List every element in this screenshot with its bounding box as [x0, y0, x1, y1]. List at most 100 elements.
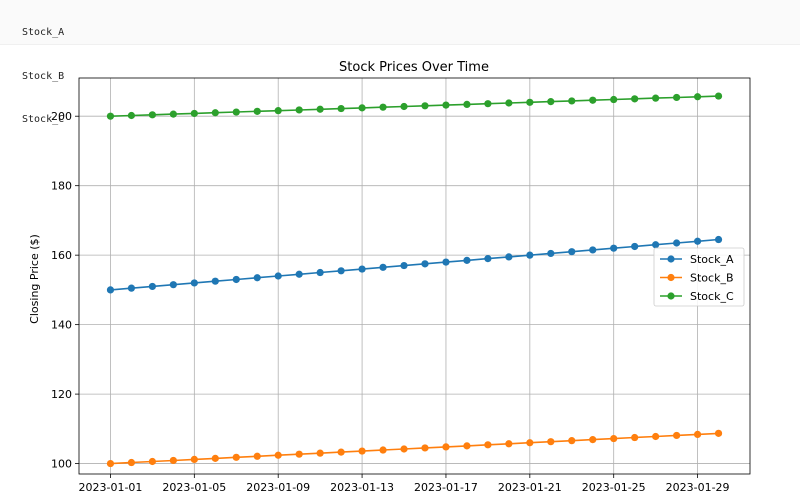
data-point [589, 96, 597, 104]
data-point [673, 93, 681, 102]
data-point [379, 446, 387, 454]
data-point [631, 242, 639, 251]
data-point [631, 95, 639, 103]
data-point [274, 272, 282, 280]
data-point [714, 235, 723, 244]
data-point [568, 248, 576, 256]
data-point [526, 251, 534, 259]
data-point [693, 93, 702, 101]
data-point [547, 249, 555, 258]
x-tick-label: 2023-01-13 [330, 481, 394, 494]
data-point [400, 445, 408, 453]
data-point [547, 438, 555, 446]
data-point [295, 450, 303, 458]
y-tick-label: 100 [51, 458, 72, 471]
data-point [190, 455, 198, 464]
series-line [110, 432, 719, 465]
y-tick-label: 160 [51, 249, 72, 262]
data-point [106, 459, 115, 468]
data-point [673, 239, 681, 247]
data-point [693, 430, 702, 438]
data-point [652, 94, 660, 102]
legend: Stock_A Stock_B Stock_C [653, 247, 745, 307]
x-tick-label: 2023-01-17 [414, 481, 478, 494]
data-point [693, 237, 702, 245]
legend-box [653, 247, 745, 307]
data-point [610, 434, 618, 443]
series-line [110, 238, 719, 291]
series-stock-b [106, 429, 723, 468]
x-tick-label: 2023-01-25 [582, 481, 646, 494]
y-axis-label: Closing Price ($) [28, 234, 41, 324]
ticks: 100 120 140 160 180 200 2023-01-01 2023-01-05 20… [51, 110, 730, 494]
data-point [379, 263, 387, 271]
data-point [505, 99, 513, 107]
x-tick-label: 2023-01-21 [498, 481, 562, 494]
series-stock-c [106, 92, 723, 120]
chart-title: Stock Prices Over Time [339, 60, 489, 75]
data-point [253, 452, 261, 460]
data-point [610, 244, 618, 252]
y-tick-label: 180 [51, 180, 72, 193]
data-point [337, 104, 345, 113]
legend-label: Stock_C [690, 290, 734, 303]
data-point [400, 102, 408, 111]
data-point [421, 102, 429, 110]
data-point [421, 260, 429, 268]
data-point [526, 98, 534, 106]
data-point [295, 270, 303, 278]
data-point [127, 458, 136, 467]
x-tick-label: 2023-01-09 [246, 481, 310, 494]
data-point [274, 107, 282, 115]
data-point [547, 98, 555, 106]
data-point [253, 107, 261, 115]
series-line [110, 95, 719, 117]
data-point [484, 255, 492, 263]
legend-marker [667, 292, 675, 300]
data-point [169, 456, 177, 465]
data-point [463, 256, 471, 264]
data-point [169, 110, 177, 118]
data-point [190, 109, 198, 118]
output-line: Stock_A [22, 27, 65, 38]
data-point [274, 451, 282, 459]
data-point [358, 265, 366, 273]
data-point [316, 268, 324, 277]
data-point [148, 457, 156, 466]
data-point [337, 448, 345, 456]
data-point [295, 106, 303, 114]
data-point [484, 100, 492, 108]
data-point [127, 111, 136, 120]
data-point [714, 429, 723, 437]
data-point [232, 453, 240, 461]
data-point [148, 282, 156, 291]
data-point [211, 109, 219, 117]
data-point [232, 108, 240, 116]
data-point [589, 246, 597, 254]
data-point [652, 432, 660, 441]
data-point [232, 275, 240, 284]
x-tick-label: 2023-01-05 [162, 481, 226, 494]
series-stock-a [106, 235, 723, 294]
data-point [316, 105, 324, 113]
data-point [358, 104, 366, 112]
data-point [442, 443, 450, 451]
data-point [610, 95, 618, 104]
data-point [400, 261, 408, 270]
plot-frame [78, 77, 751, 475]
y-tick-label: 200 [51, 110, 72, 123]
output-line: Stock_C [22, 114, 65, 125]
data-point [484, 441, 492, 449]
data-point [463, 442, 471, 450]
y-tick-label: 120 [51, 388, 72, 401]
data-point [106, 112, 115, 120]
data-point [714, 92, 723, 100]
data-point [652, 241, 660, 249]
data-point [169, 281, 177, 289]
data-point [589, 436, 597, 444]
data-point [442, 258, 450, 266]
legend-label: Stock_B [690, 272, 734, 285]
data-point [337, 267, 345, 275]
data-point [379, 103, 387, 111]
data-point [505, 440, 513, 448]
